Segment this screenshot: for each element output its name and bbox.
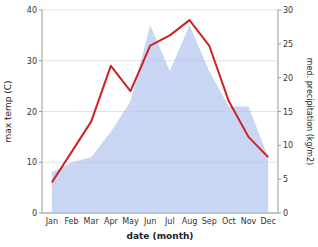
x-tick-label: Nov <box>241 217 257 226</box>
y-tick-label: 40 <box>27 6 37 15</box>
x-axis-title: date (month) <box>127 231 194 241</box>
y-tick-label: 0 <box>32 209 37 218</box>
y-tick <box>39 10 42 11</box>
y-tick-label: 20 <box>27 108 37 117</box>
y-axis-title: max temp (C) <box>3 80 13 142</box>
y2-tick-label: 30 <box>283 6 293 15</box>
y2-tick <box>278 179 281 180</box>
x-tick-label: Oct <box>222 217 236 226</box>
plot-area <box>52 20 268 213</box>
y2-tick-label: 20 <box>283 74 293 83</box>
grid-line <box>42 10 278 11</box>
x-tick-label: Sep <box>202 217 217 226</box>
y2-tick-label: 25 <box>283 40 293 49</box>
line <box>52 20 268 182</box>
y-tick <box>39 213 42 214</box>
y2-tick-label: 5 <box>283 175 288 184</box>
y-tick-label: 10 <box>27 158 37 167</box>
chart: 0 10 20 30 40 0 5 10 15 20 25 30 Jan Feb Mar AprMay Jun J… <box>0 0 318 247</box>
y2-tick-label: 0 <box>283 209 288 218</box>
y-tick <box>39 162 42 163</box>
x-tick-label: May <box>122 217 139 226</box>
x-tick-label: Jul <box>164 217 175 226</box>
y2-tick-label: 15 <box>283 108 293 117</box>
y2-tick-label: 10 <box>283 141 293 150</box>
x-tick-label: Feb <box>64 217 78 226</box>
y-tick-label: 30 <box>27 57 37 66</box>
y-tick <box>39 60 42 61</box>
x-tick-label: Dec <box>260 217 275 226</box>
x-tick-label: Jan <box>45 217 58 226</box>
x-tick-label: Apr <box>104 217 119 226</box>
y-tick <box>39 111 42 112</box>
x-tick-label: Aug <box>182 217 198 226</box>
y2-axis-title: med. precipitation (kg/m2) <box>305 58 314 165</box>
x-tick-label: Jun <box>143 217 157 226</box>
y2-tick <box>278 10 281 11</box>
area <box>52 25 268 213</box>
x-tick-label: Mar <box>84 217 100 226</box>
y2-tick <box>278 43 281 44</box>
y2-tick <box>278 111 281 112</box>
y2-tick <box>278 213 281 214</box>
y2-tick <box>278 77 281 78</box>
y2-tick <box>278 145 281 146</box>
